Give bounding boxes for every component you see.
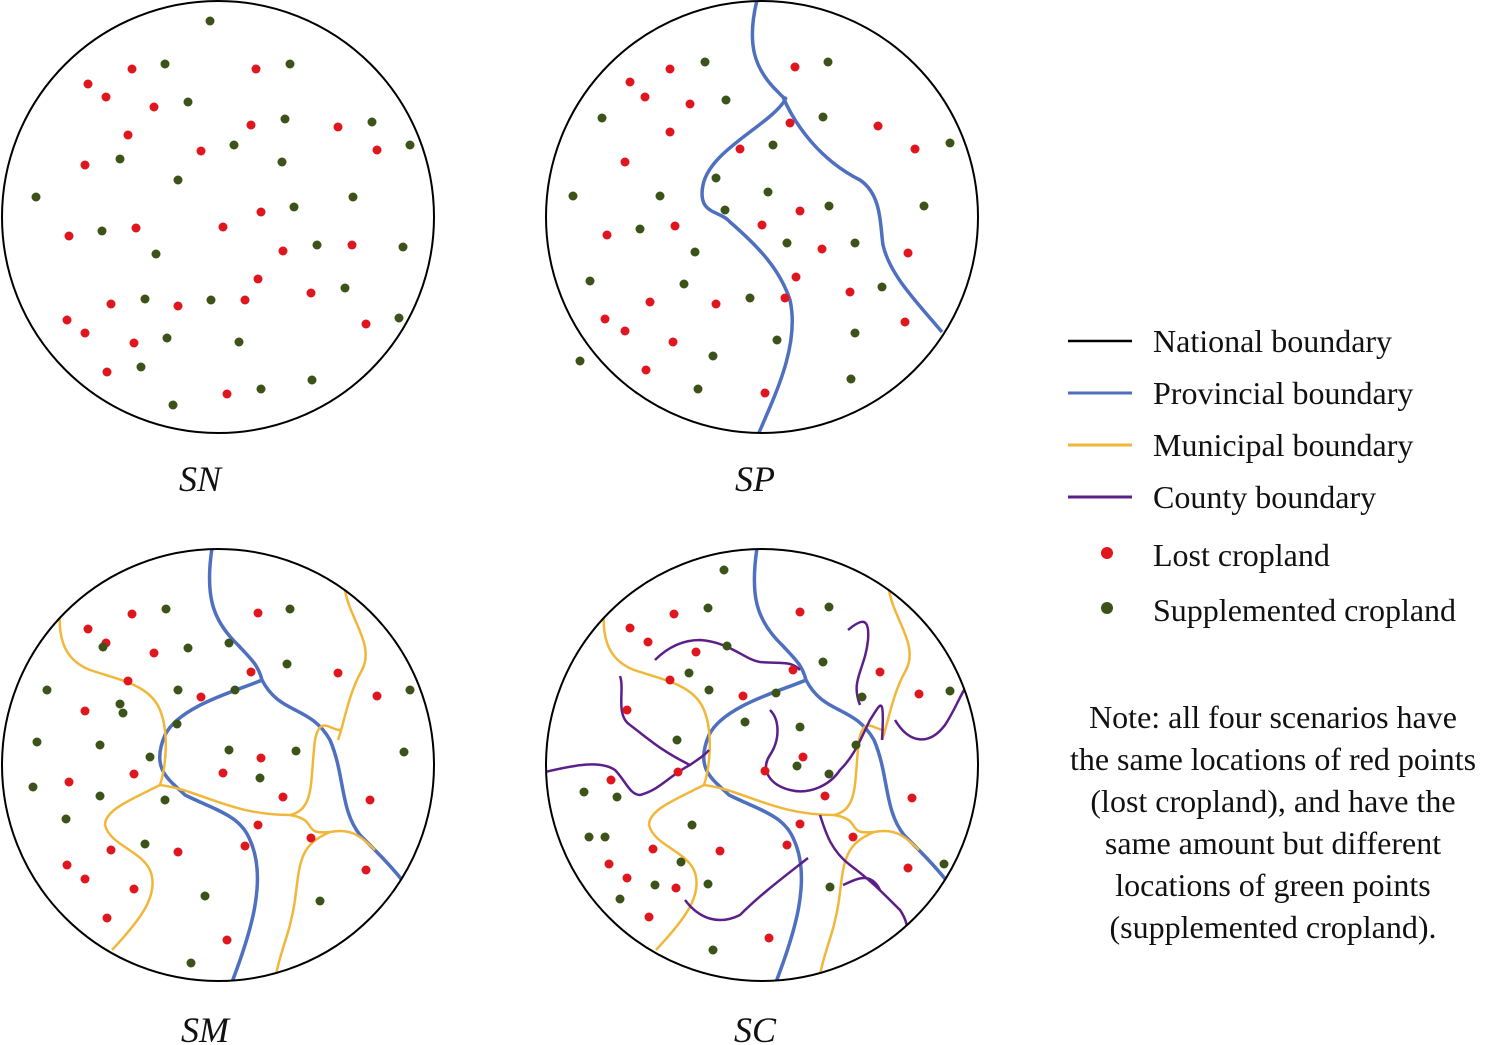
supplemented-points-sp: [568, 57, 955, 394]
scenario-label-sp: SP: [735, 459, 775, 499]
provincial-boundary-sc: [702, 549, 948, 981]
scenario-label-sm: SM: [181, 1010, 231, 1045]
legend-swatch-lost: [1101, 547, 1113, 559]
scenario-sm: SM: [1, 548, 435, 1045]
supplemented-points-sn: [31, 16, 415, 410]
legend-label-national: National boundary: [1153, 323, 1392, 359]
scenario-sn: SN: [1, 0, 435, 499]
lost-points-sn: [62, 64, 382, 399]
legend-label-lost: Lost cropland: [1153, 537, 1330, 573]
national-boundary-sc: [545, 548, 979, 982]
note-line-5: locations of green points: [1115, 867, 1430, 903]
note-line-2: the same locations of red points: [1070, 741, 1476, 777]
county-boundary-sc: [546, 620, 972, 936]
scenario-label-sc: SC: [734, 1010, 777, 1045]
municipal-boundary-sc: [602, 589, 920, 981]
legend-label-provincial: Provincial boundary: [1153, 375, 1413, 411]
legend-label-municipal: Municipal boundary: [1153, 427, 1413, 463]
provincial-boundary-sp: [700, 1, 944, 433]
note-line-1: Note: all four scenarios have: [1089, 699, 1457, 735]
legend-swatch-supplemented: [1101, 602, 1113, 614]
supplemented-points-sm: [28, 604, 415, 968]
note-line-3: (lost cropland), and have the: [1090, 783, 1455, 819]
note: Note: all four scenarios have the same l…: [1070, 699, 1476, 945]
lost-points-sc: [604, 607, 924, 943]
supplemented-points-sc: [579, 565, 955, 955]
note-line-6: (supplemented cropland).: [1110, 909, 1437, 945]
scenario-sc: SC: [545, 548, 979, 1045]
national-boundary-sn: [1, 0, 435, 434]
legend: National boundary Provincial boundary Mu…: [1068, 323, 1456, 628]
scenario-sp: SP: [545, 0, 979, 499]
municipal-boundary-sm: [58, 589, 376, 981]
lost-points-sp: [600, 62, 920, 398]
national-boundary-sm: [1, 548, 435, 982]
note-line-4: same amount but different: [1105, 825, 1441, 861]
legend-label-county: County boundary: [1153, 479, 1376, 515]
scenario-label-sn: SN: [179, 459, 223, 499]
national-boundary-sp: [545, 0, 979, 434]
lost-points-sm: [62, 608, 382, 945]
provincial-boundary-sm: [158, 549, 404, 981]
legend-label-supplemented: Supplemented cropland: [1153, 592, 1456, 628]
